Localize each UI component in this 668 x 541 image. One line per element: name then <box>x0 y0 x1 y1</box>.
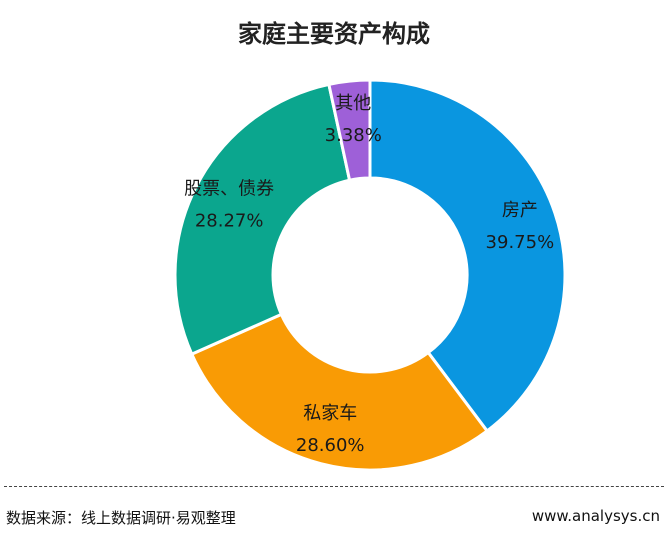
slice-name-label-3: 其他 <box>335 93 371 114</box>
donut-slice-3 <box>327 78 372 182</box>
chart-title: 家庭主要资产构成 <box>238 20 430 48</box>
footer-divider <box>4 486 664 487</box>
slice-value-label-2: 28.27% <box>195 210 264 231</box>
slice-value-label-0: 39.75% <box>486 232 555 253</box>
donut-slice-1 <box>189 312 490 472</box>
data-source-note: 数据来源：线上数据调研·易观整理 <box>6 509 236 527</box>
slice-name-label-1: 私家车 <box>303 403 357 424</box>
slice-name-label-0: 房产 <box>502 200 538 221</box>
slice-value-label-3: 3.38% <box>325 125 382 146</box>
slice-name-label-2: 股票、债券 <box>184 178 274 199</box>
website-link[interactable]: www.analysys.cn <box>531 507 660 525</box>
donut-slice-2 <box>173 82 352 357</box>
slice-value-label-1: 28.60% <box>296 435 365 456</box>
donut-slice-0 <box>368 78 567 434</box>
